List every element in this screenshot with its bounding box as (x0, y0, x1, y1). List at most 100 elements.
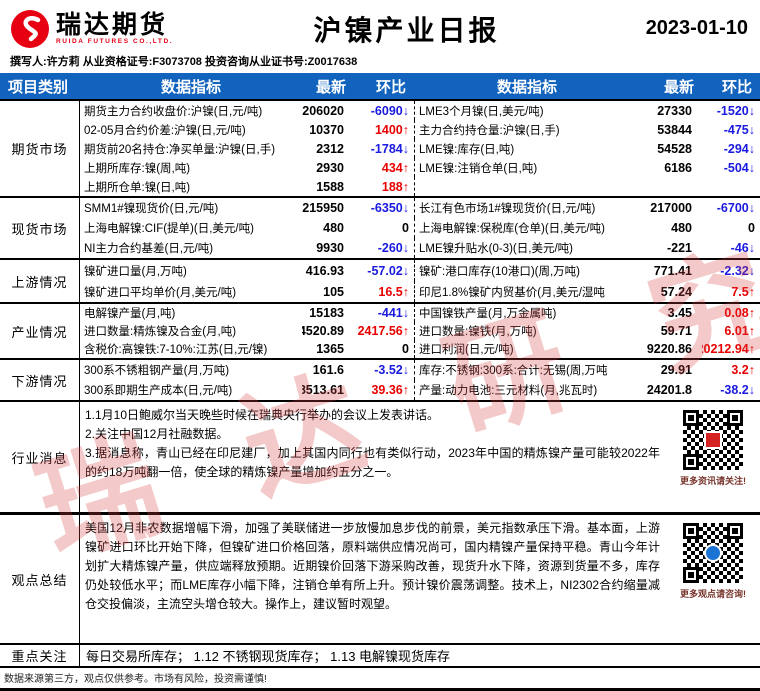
change-value: 39.36↑ (371, 383, 409, 397)
qr-finder-icon (683, 410, 699, 426)
change-value: 0 (748, 221, 755, 235)
qr-center-logo-icon (704, 431, 722, 449)
col-chg2: 环比 (721, 78, 752, 96)
latest-value: 54528 (657, 141, 692, 156)
indicator-label: 镍矿:港口库存(10港口)(周,万吨) (414, 260, 640, 281)
indicator-label: LME镍:注销仓单(日,吨) (414, 158, 640, 177)
section-industry-news: 行业消息 1.1月10日鲍威尔当天晚些时候在瑞典央行举办的会议上发表讲话。 2.… (0, 400, 760, 512)
author-line: 撰写人:许方莉 从业资格证号:F3073708 投资咨询从业证书号:Z00176… (10, 56, 358, 68)
latest-value: 215950 (302, 201, 344, 215)
category-label: 现货市场 (0, 198, 80, 258)
focus-text: 每日交易所库存； 1.12 不锈钢现货库存； 1.13 电解镍现货库存 (86, 649, 451, 664)
col-chg: 环比 (375, 78, 406, 96)
qr-center-logo-icon (704, 544, 722, 562)
table-header: 项目类别 数据指标 最新 环比 数据指标 最新 环比 (0, 73, 760, 99)
latest-value: 3.45 (667, 306, 692, 320)
indicator-label: 上海电解镍:CIF(提单)(日,美元/吨) (84, 223, 254, 235)
opinion-text: 美国12月非农数据增幅下滑，加强了美联储进一步放慢加息步伐的前景，美元指数承压下… (85, 521, 660, 611)
change-value: -3.52↓ (374, 363, 409, 377)
category-label: 重点关注 (0, 645, 80, 666)
qr-finder-icon (727, 410, 743, 426)
qr-finder-icon (683, 567, 699, 583)
qr-finder-icon (683, 454, 699, 470)
indicator-label: 进口利润(日,元/吨) (414, 340, 640, 358)
change-value: -1784↓ (370, 141, 409, 156)
indicator-label: 进口数量:镍铁(月,万吨) (414, 322, 640, 340)
change-value: 188↑ (381, 179, 409, 194)
change-value: -6350↓ (370, 201, 409, 215)
indicator-label: 上海电解镍:保税库(仓单)(日,美元/吨) (414, 218, 640, 238)
change-value: 434↑ (381, 160, 409, 175)
indicator-label: 镍矿进口平均单价(月,美元/吨) (84, 286, 237, 299)
indicator-label: 镍矿进口量(月,万吨) (84, 265, 187, 278)
indicator-label: 库存:不锈钢:300系:合计:无锡(周,万吨 (414, 360, 640, 380)
latest-value: 2930 (316, 160, 344, 175)
change-value: 20212.94↑ (702, 342, 755, 356)
change-value: -441↓ (377, 306, 409, 320)
category-label: 上游情况 (0, 260, 80, 302)
change-value: 6.01↑ (724, 324, 755, 338)
news-line: 2.关注中国12月社融数据。 (85, 427, 229, 441)
indicator-label: 300系即期生产成本(日,元/吨) (84, 385, 233, 397)
latest-value: 161.6 (312, 363, 344, 377)
section-spot-market: 现货市场 SMM1#镍现货价(日,元/吨) 215950 -6350↓ 长江有色… (0, 196, 760, 258)
change-value (702, 177, 760, 196)
indicator-label: 印尼1.8%镍矿内贸基价(月,美元/湿吨 (414, 281, 640, 302)
latest-value: 15183 (309, 306, 344, 320)
qr-block-news: 更多资讯请关注! (666, 402, 760, 512)
latest-value: 480 (323, 221, 344, 235)
indicator-label: 期货主力合约收盘价:沪镍(日,元/吨) (84, 105, 263, 118)
latest-value: 105 (323, 284, 344, 299)
section-focus: 重点关注 每日交易所库存； 1.12 不锈钢现货库存； 1.13 电解镍现货库存 (0, 643, 760, 666)
indicator-label: 产量:动力电池:三元材料(月,兆瓦时) (414, 380, 640, 400)
change-value: 0.08↑ (724, 306, 755, 320)
latest-value: -221 (666, 241, 692, 255)
latest-value: 6186 (664, 160, 692, 175)
company-name-en: RUIDA FUTURES CO.,LTD. (56, 38, 174, 45)
category-label: 期货市场 (0, 101, 80, 196)
indicator-label: 上期所仓单:镍(日,吨) (84, 181, 191, 194)
col-latest: 最新 (315, 78, 346, 96)
latest-value: 206020 (302, 103, 344, 118)
indicator-label: 进口数量:精炼镍及合金(月,吨) (84, 326, 237, 338)
change-value: -1520↓ (716, 103, 755, 118)
company-name: 瑞达期货 (56, 11, 169, 39)
change-value: -6090↓ (370, 103, 409, 118)
indicator-label: NI主力合约基差(日,元/吨) (84, 243, 214, 255)
qr-caption: 更多观点请咨询! (680, 589, 746, 599)
latest-value: 27330 (657, 103, 692, 118)
qr-code-news (683, 410, 743, 470)
category-label: 观点总结 (0, 515, 80, 643)
indicator-label: 电解镍产量(月,吨) (84, 308, 176, 320)
industry-news-text: 1.1月10日鲍威尔当天晚些时候在瑞典央行举办的会议上发表讲话。 2.关注中国1… (80, 402, 666, 512)
report-header: 瑞达期货 RUIDA FUTURES CO.,LTD. 沪镍产业日报 2023-… (0, 0, 760, 50)
news-line: 1.1月10日鲍威尔当天晚些时候在瑞典央行举办的会议上发表讲话。 (85, 408, 440, 422)
latest-value: 4520.89 (302, 324, 344, 338)
qr-code-opinion (683, 523, 743, 583)
change-value: 16.5↑ (378, 284, 409, 299)
latest-value: 2312 (316, 141, 344, 156)
change-value: 3.2↑ (731, 363, 755, 377)
latest-value: 217000 (650, 201, 692, 215)
latest-value: 8513.61 (302, 383, 344, 397)
change-value: 0 (402, 221, 409, 235)
indicator-label: LME镍升贴水(0-3)(日,美元/吨) (414, 238, 640, 258)
ruida-logo-icon (11, 9, 49, 48)
change-value: -2.32↓ (720, 263, 755, 278)
category-label: 产业情况 (0, 304, 80, 358)
section-opinion: 观点总结 美国12月非农数据增幅下滑，加强了美联储进一步放慢加息步伐的前景，美元… (0, 512, 760, 643)
change-value: -504↓ (723, 160, 755, 175)
report-date: 2023-01-10 (645, 17, 748, 39)
change-value: -475↓ (723, 122, 755, 137)
latest-value: 10370 (309, 122, 344, 137)
latest-value: 9930 (316, 241, 344, 255)
disclaimer-text: 数据来源第三方，观点仅供参考。市场有风险，投资需谨慎! (0, 666, 760, 688)
change-value: 2417.56↑ (357, 324, 409, 338)
section-downstream: 下游情况 300系不锈粗钢产量(月,万吨) 161.6 -3.52↓ 库存:不锈… (0, 358, 760, 400)
section-upstream: 上游情况 镍矿进口量(月,万吨) 416.93 -57.02↓ 镍矿:港口库存(… (0, 258, 760, 302)
indicator-label: 含税价:高镍铁:7-10%:江苏(日,元/镍) (84, 344, 268, 356)
qr-caption: 更多资讯请关注! (680, 476, 746, 486)
latest-value: 1365 (316, 342, 344, 356)
qr-block-opinion: 更多观点请咨询! (666, 515, 760, 643)
indicator-label: 中国镍铁产量(月,万金属吨) (414, 304, 640, 322)
